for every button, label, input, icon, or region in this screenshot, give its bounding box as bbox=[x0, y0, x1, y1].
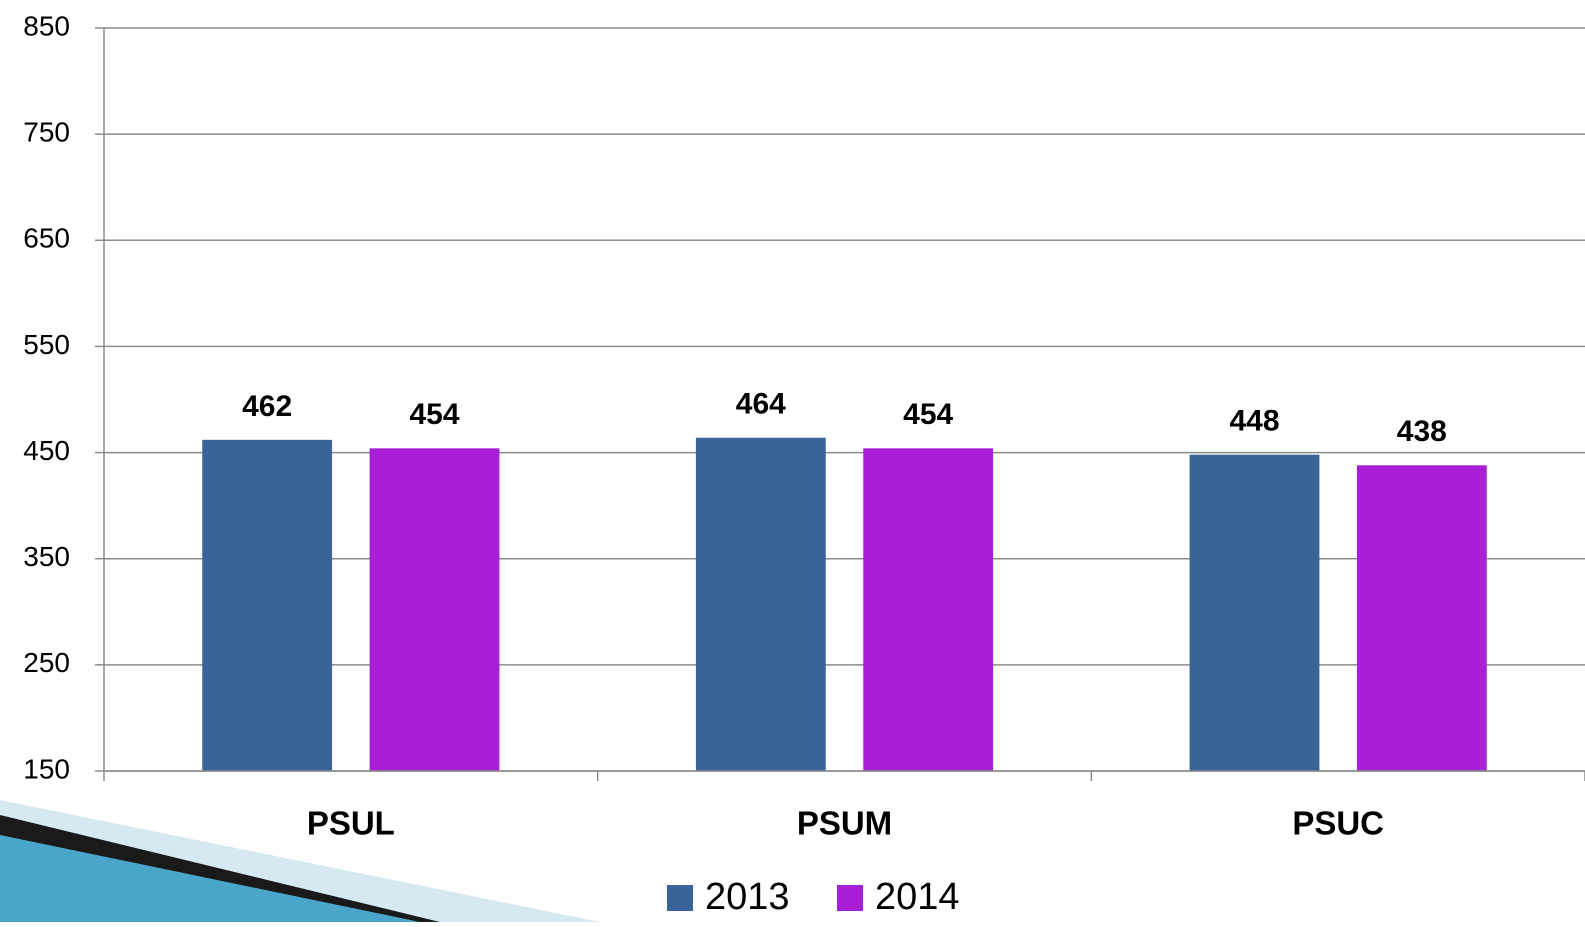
y-tick-label: 250 bbox=[23, 647, 70, 678]
bar bbox=[1356, 465, 1487, 771]
legend-swatch bbox=[837, 885, 863, 911]
decoration bbox=[0, 800, 600, 922]
y-tick-label: 150 bbox=[23, 753, 70, 784]
bar bbox=[863, 448, 994, 771]
y-tick-label: 450 bbox=[23, 435, 70, 466]
value-label: 462 bbox=[242, 390, 292, 423]
x-tick-label: PSUL bbox=[307, 805, 395, 842]
y-tick-label: 550 bbox=[23, 329, 70, 360]
swoosh-blue bbox=[0, 835, 420, 922]
x-tick-label: PSUM bbox=[797, 805, 892, 842]
x-tick-label: PSUC bbox=[1292, 805, 1384, 842]
value-label: 454 bbox=[903, 398, 953, 431]
value-label: 454 bbox=[409, 398, 459, 431]
bar bbox=[369, 448, 500, 771]
legend-label: 2014 bbox=[875, 876, 960, 918]
legend-label: 2013 bbox=[705, 876, 790, 918]
y-tick-label: 750 bbox=[23, 117, 70, 148]
y-tick-label: 850 bbox=[23, 10, 70, 41]
y-tick-label: 350 bbox=[23, 541, 70, 572]
y-tick-label: 650 bbox=[23, 223, 70, 254]
value-label: 464 bbox=[736, 388, 786, 421]
value-label: 438 bbox=[1397, 415, 1447, 448]
bar bbox=[202, 439, 333, 771]
legend-swatch bbox=[667, 885, 693, 911]
value-label: 448 bbox=[1229, 405, 1279, 438]
bar bbox=[695, 437, 826, 771]
bar bbox=[1189, 454, 1320, 771]
